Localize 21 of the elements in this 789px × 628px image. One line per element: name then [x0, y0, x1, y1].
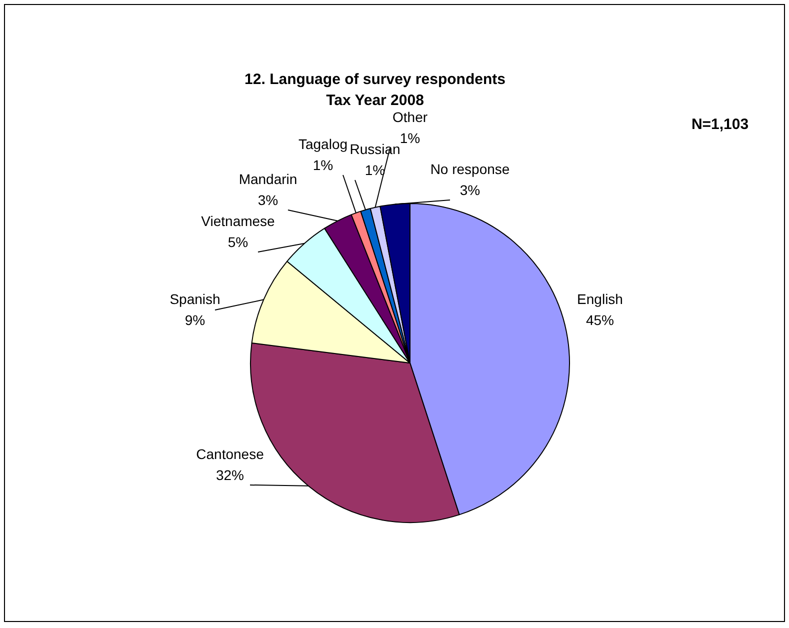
data-label: 3% [258, 192, 278, 208]
data-label: 1% [400, 130, 420, 146]
slice-label: Tagalog [298, 136, 348, 152]
chart-title: 12. Language of survey respondents [244, 71, 506, 88]
slice-label: Mandarin [238, 170, 298, 187]
slice-label: English [577, 290, 623, 307]
data-label: 45% [586, 312, 614, 328]
text: N=1,103 [691, 116, 749, 134]
chart-subtitle: Tax Year 2008 [326, 92, 424, 110]
data-label: 1% [364, 162, 386, 178]
data-label: 5% [228, 234, 248, 250]
data-label: 9% [184, 312, 206, 328]
slice-label: Cantonese [196, 446, 264, 462]
slice-label: Russian [350, 140, 400, 157]
slice-label: Other [392, 108, 428, 125]
data-label: 32% [216, 466, 244, 483]
slice-label: Spanish [170, 290, 220, 307]
slice-label: Vietnamese [201, 212, 276, 229]
data-label: 3% [460, 182, 480, 198]
data-label: 1% [312, 156, 334, 173]
slice-label: No response [430, 160, 510, 177]
